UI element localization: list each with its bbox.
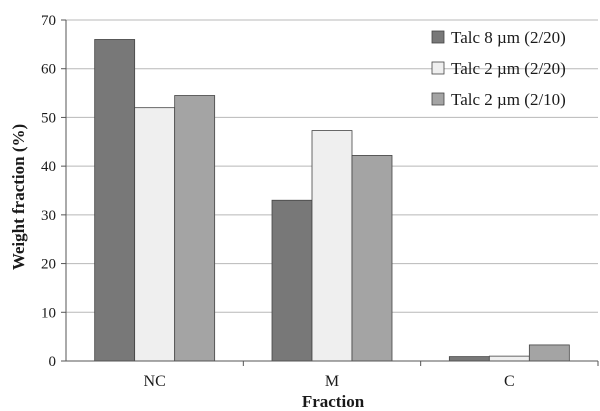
y-tick-label: 30 [41,208,56,224]
y-tick-label: 70 [41,13,56,29]
bar-c-series-2 [488,355,530,362]
legend-swatch [431,61,445,75]
y-tick-label: 60 [41,62,56,78]
bar-c-series-3 [528,344,570,362]
bar-nc-series-2 [134,107,176,362]
bar-c-series-1 [448,356,490,362]
x-axis-title: Fraction [302,392,365,411]
y-axis-title: Weight fraction (%) [9,124,28,270]
x-category-label: NC [144,373,166,390]
legend-label: Talc 2 µm (2/10) [451,90,566,109]
x-category-label: C [504,373,515,390]
y-tick-label: 20 [41,257,56,273]
bar-m-series-1 [271,199,313,362]
axes [61,19,599,366]
bar-m-series-3 [351,155,393,362]
legend-label: Talc 8 µm (2/20) [451,28,566,47]
y-tick-labels: 0 10 20 30 40 50 60 70 [41,13,56,370]
x-category-labels: NC M C [144,373,515,390]
bar-nc-series-1 [94,39,136,362]
y-tick-label: 50 [41,110,56,126]
legend-label: Talc 2 µm (2/20) [451,59,566,78]
y-tick-label: 40 [41,159,56,175]
legend-swatch [431,30,445,44]
bar-nc-series-3 [174,95,216,362]
bars [94,39,570,362]
bar-m-series-2 [311,130,353,362]
legend: Talc 8 µm (2/20) Talc 2 µm (2/20) Talc 2 µ… [431,28,566,109]
y-tick-label: 10 [41,305,56,321]
x-category-label: M [325,373,339,390]
legend-swatch [431,92,445,106]
y-tick-label: 0 [49,354,57,370]
